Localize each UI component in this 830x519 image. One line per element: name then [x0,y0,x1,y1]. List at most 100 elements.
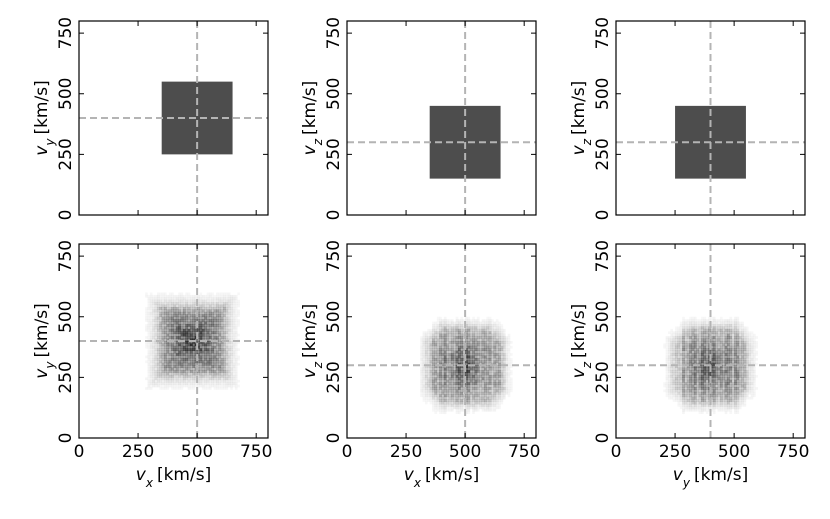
density-cell [708,404,711,407]
density-cell [465,324,468,327]
density-cell [684,345,688,349]
density-cell [484,372,487,376]
density-cell [460,370,464,373]
density-cell [234,362,238,366]
density-cell [192,304,196,308]
density-cell [218,321,222,325]
density-cell [479,321,482,325]
density-cell [505,343,508,347]
density-cell [230,328,233,332]
x-axis-label: vx [km/s] [136,465,211,490]
density-cell [505,365,508,368]
density-cell [199,328,203,332]
density-cell [508,370,511,373]
density-cell [227,311,231,315]
density-cell [161,362,165,366]
density-cell [148,360,151,363]
density-cell [710,333,714,337]
density-cell [152,367,155,371]
density-cell [486,387,490,390]
density-cell [719,338,723,342]
density-cell [147,355,151,359]
density-cell [693,399,697,402]
density-cell [192,357,196,361]
density-cell [152,333,155,337]
density-cell [696,365,699,368]
density-cell [159,316,162,320]
density-cell [679,374,683,378]
density-cell [467,324,471,327]
density-cell [145,360,148,363]
density-cell [495,348,499,351]
density-cell [220,302,224,305]
density-cell [734,316,737,320]
density-cell [727,399,730,402]
density-cell [510,380,513,383]
density-cell [710,379,714,383]
density-cell [691,401,695,405]
density-cell [682,374,685,378]
density-cell [663,346,666,349]
density-cell [206,343,210,347]
density-cell [677,326,681,330]
density-cell [185,348,188,351]
density-cell [717,406,721,410]
density-cell [221,385,224,388]
density-cell [161,357,165,361]
density-cell [474,324,478,327]
density-cell [161,345,165,349]
density-cell [696,372,699,376]
density-cell [154,350,158,354]
density-cell [199,338,203,342]
density-cell [439,389,442,393]
density-cell [750,345,754,349]
density-cell [147,357,151,361]
density-cell [192,319,196,322]
density-cell [696,406,699,410]
density-cell [467,331,471,335]
density-cell [719,382,723,385]
density-cell [455,353,459,356]
density-cell [675,331,678,335]
density-cell [211,307,214,310]
density-cell [427,341,430,344]
density-cell [686,331,690,335]
density-cell [481,396,485,400]
density-cell [479,326,482,330]
density-cell [729,336,733,339]
density-cell [218,372,222,376]
density-cell [237,314,240,317]
density-cell [708,350,711,354]
density-cell [467,365,471,368]
density-cell [441,348,445,351]
density-cell [223,357,226,361]
density-cell [469,321,473,325]
density-cell [465,360,468,364]
density-cell [455,396,459,400]
density-cell [164,355,167,359]
density-cell [715,336,718,339]
density-cell [230,343,233,347]
density-cell [439,360,442,364]
density-cell [145,314,148,317]
density-cell [429,377,433,381]
density-cell [156,350,160,354]
density-cell [230,372,233,376]
density-cell [190,348,193,351]
density-cell [741,326,744,330]
density-cell [180,355,184,359]
density-cell [185,324,188,327]
density-cell [498,384,501,388]
density-cell [705,319,709,322]
density-cell [488,370,492,373]
density-cell [199,326,203,330]
density-cell [500,382,504,385]
density-cell [488,362,492,366]
density-cell [182,336,186,339]
density-cell [180,316,184,320]
density-cell [159,353,162,356]
density-cell [508,356,511,359]
density-cell [693,341,697,344]
density-cell [455,362,459,366]
density-cell [484,350,487,354]
